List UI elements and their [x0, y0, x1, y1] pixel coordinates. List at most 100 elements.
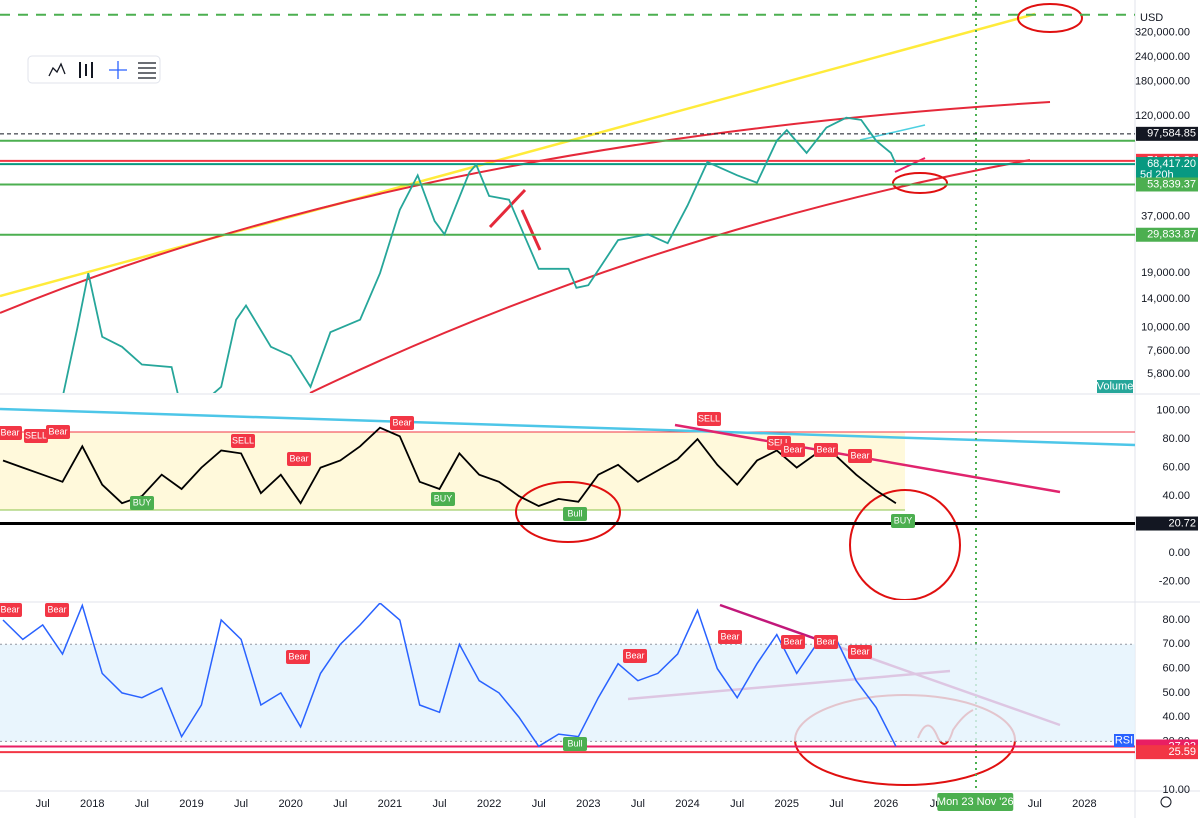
- y-tick-label: 5,800.00: [1147, 368, 1190, 380]
- tool-icon[interactable]: [138, 62, 156, 79]
- trend-curve: [0, 101, 1051, 314]
- y-tick-label: 7,600.00: [1147, 345, 1190, 357]
- trend-line: [0, 12, 1036, 298]
- x-tick-label: Jul: [631, 798, 645, 810]
- price-tag-box: [1136, 227, 1198, 242]
- y-tick-label: 100.00: [1156, 405, 1190, 417]
- x-tick-label: 2021: [378, 798, 402, 810]
- signal-box: [623, 649, 647, 663]
- signal-box: [46, 425, 70, 439]
- rsi-tag-box: [1136, 745, 1198, 760]
- series-line: [62, 116, 897, 393]
- signal-box: [814, 635, 838, 649]
- rsi-band: [0, 644, 1135, 742]
- price-tag: 29,833.87: [1147, 229, 1196, 241]
- tool-icon[interactable]: [79, 62, 93, 78]
- x-tick-label: 2025: [775, 798, 799, 810]
- y-tick-label: 40.00: [1162, 711, 1190, 723]
- signal-box: [563, 737, 587, 751]
- annotation-circle: [515, 481, 621, 543]
- signal-label: BUY: [894, 515, 913, 525]
- annotation-circle: [849, 489, 961, 600]
- settings-icon[interactable]: [1160, 796, 1172, 808]
- x-tick-label: Jul: [1028, 798, 1042, 810]
- annotation-circle: [892, 172, 948, 194]
- signal-label: Bear: [816, 636, 835, 646]
- signal-label: Bull: [567, 738, 582, 748]
- signal-label: Bear: [48, 426, 67, 436]
- x-tick-label: 2026: [874, 798, 898, 810]
- signal-label: BUY: [133, 497, 152, 507]
- signal-box: [45, 603, 69, 617]
- signal-box: [781, 635, 805, 649]
- x-tick-label: Ju: [930, 798, 942, 810]
- signal-box: [814, 443, 838, 457]
- x-tick-label: 2022: [477, 798, 501, 810]
- signal-label: Bear: [288, 651, 307, 661]
- x-tick-label: Jul: [532, 798, 546, 810]
- trend-line: [520, 209, 542, 251]
- x-tick-label: 2024: [675, 798, 699, 810]
- y-tick-label: 10.00: [1162, 784, 1190, 796]
- y-tick-label: -20.00: [1159, 575, 1190, 587]
- trend-line: [488, 188, 527, 229]
- signal-label: SELL: [768, 437, 790, 447]
- y-tick-label: 60.00: [1162, 662, 1190, 674]
- signal-label: Bear: [720, 631, 739, 641]
- x-tick-label: Jul: [432, 798, 446, 810]
- signal-box: [848, 449, 872, 463]
- annotation-circle: [1017, 3, 1083, 33]
- x-tick-label: 2028: [1072, 798, 1096, 810]
- signal-label: Bear: [850, 646, 869, 656]
- signal-label: Bear: [816, 444, 835, 454]
- signal-box: [390, 416, 414, 430]
- pane-layer: Bear Bear Bear Bear Bear Bear Bear Bear Bull: [0, 603, 1135, 754]
- y-tick-label: 240,000.00: [1135, 51, 1190, 63]
- osc-tag-box: [1136, 516, 1198, 531]
- y-tick-label: 80.00: [1162, 433, 1190, 445]
- signal-box: [0, 603, 22, 617]
- x-tick-label: Jul: [36, 798, 50, 810]
- toolbar-box: [27, 55, 161, 84]
- series-line: [2, 603, 897, 748]
- signal-box: [431, 492, 455, 506]
- x-tick-label: 2018: [80, 798, 104, 810]
- price-tag: 68,417.20: [1147, 158, 1196, 170]
- signal-box: [718, 630, 742, 644]
- price-tag: 53,839.37: [1147, 178, 1196, 190]
- tool-icon[interactable]: [109, 61, 127, 79]
- currency-label[interactable]: USD: [1140, 12, 1163, 24]
- signal-label: SELL: [698, 413, 720, 423]
- series-line: [2, 426, 897, 507]
- signal-box: [563, 507, 587, 521]
- x-tick-label: Jul: [730, 798, 744, 810]
- signal-box: [130, 496, 154, 510]
- x-tick-label: Jul: [333, 798, 347, 810]
- y-tick-label: 70.00: [1162, 638, 1190, 650]
- pane-layer: [0, 13, 1135, 393]
- signal-box: [24, 429, 48, 443]
- signal-label: Bear: [0, 604, 19, 614]
- rsi-label-box: [1114, 734, 1134, 747]
- signal-label: Bear: [289, 453, 308, 463]
- signal-box: [286, 650, 310, 664]
- signal-label: Bear: [0, 427, 19, 437]
- cursor-tag: [937, 793, 1014, 811]
- price-tag-box: [1136, 177, 1198, 192]
- signal-label: SELL: [232, 435, 254, 445]
- y-tick-label: 320,000.00: [1135, 27, 1190, 39]
- y-tick-label: 180,000.00: [1135, 76, 1190, 88]
- tool-icon[interactable]: [48, 62, 66, 77]
- x-tick-label: 2023: [576, 798, 600, 810]
- price-tag-box: [1136, 126, 1198, 141]
- signal-label: Bear: [783, 636, 802, 646]
- trend-line: [859, 124, 926, 141]
- x-tick-label: 2020: [278, 798, 302, 810]
- signal-label: Bear: [625, 650, 644, 660]
- signal-label: Bull: [567, 508, 582, 518]
- y-tick-label: 19,000.00: [1141, 267, 1190, 279]
- y-tick-label: 14,000.00: [1141, 293, 1190, 305]
- signal-label: Bear: [850, 450, 869, 460]
- x-tick-label: 2019: [179, 798, 203, 810]
